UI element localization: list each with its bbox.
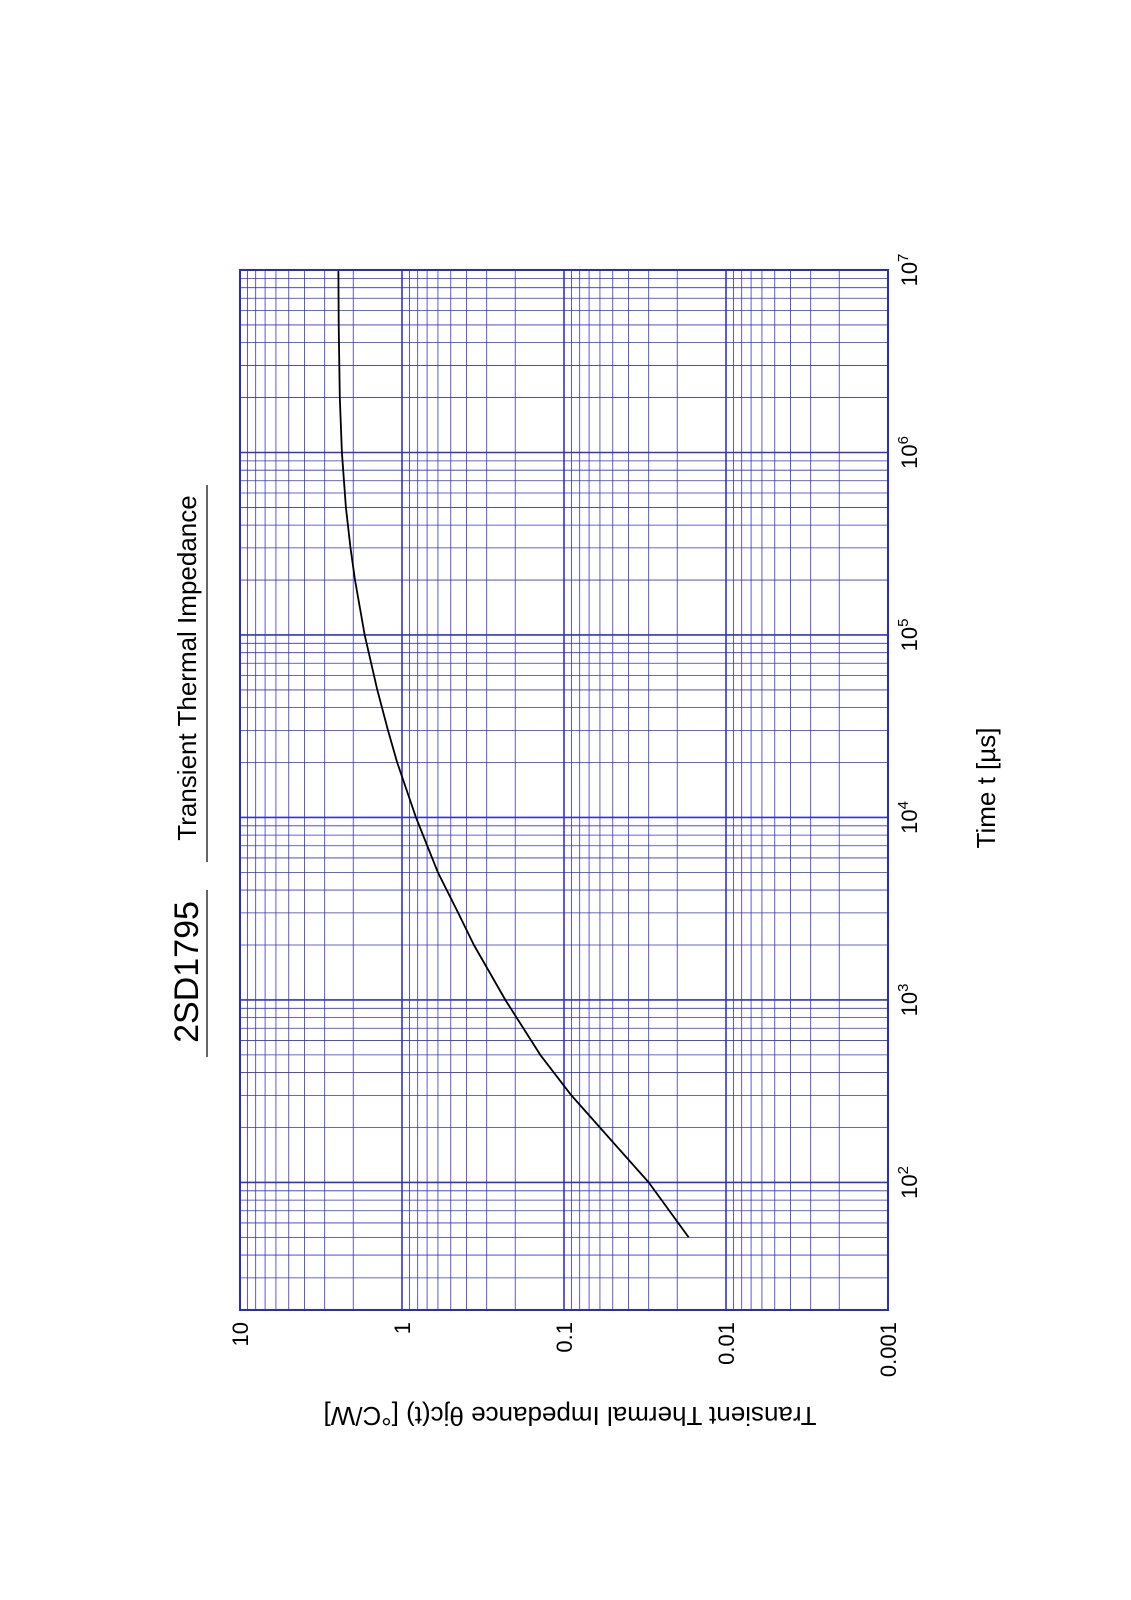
grid bbox=[239, 269, 889, 1311]
x-tick-exponent: 2 bbox=[895, 1166, 912, 1174]
x-tick-exponent: 3 bbox=[895, 984, 912, 992]
y-tick-label: 10 bbox=[228, 1322, 253, 1346]
x-tick-label: 102 bbox=[895, 1166, 922, 1199]
x-tick-label: 106 bbox=[895, 436, 922, 469]
x-tick-base: 10 bbox=[897, 992, 922, 1016]
x-tick-base: 10 bbox=[897, 809, 922, 833]
curve-layer bbox=[337, 269, 690, 1238]
plot-frame bbox=[239, 269, 889, 1311]
y-tick-label: 1 bbox=[390, 1322, 415, 1334]
x-tick-base: 10 bbox=[897, 1174, 922, 1198]
x-tick-base: 10 bbox=[897, 627, 922, 651]
x-axis-label: Time t [µs] bbox=[971, 728, 1001, 849]
x-tick-base: 10 bbox=[897, 444, 922, 468]
y-tick-labels: 10 1 0.1 0.01 0.001 bbox=[228, 1322, 901, 1377]
y-tick-label: 0.001 bbox=[876, 1322, 901, 1377]
thermal-impedance-curve bbox=[337, 269, 690, 1238]
x-tick-label: 104 bbox=[895, 801, 922, 834]
x-tick-exponent: 5 bbox=[895, 619, 912, 627]
x-tick-exponent: 6 bbox=[895, 436, 912, 444]
x-tick-base: 10 bbox=[897, 262, 922, 286]
x-tick-label: 105 bbox=[895, 619, 922, 652]
y-tick-label: 0.1 bbox=[552, 1322, 577, 1353]
x-tick-exponent: 7 bbox=[895, 254, 912, 262]
x-tick-label: 107 bbox=[895, 254, 922, 287]
part-number: 2SD1795 bbox=[168, 901, 206, 1043]
y-tick-label: 0.01 bbox=[714, 1322, 739, 1365]
y-axis-label: Transient Thermal Impedance θjc(t) [°C/W… bbox=[324, 1401, 817, 1431]
chart-title: Transient Thermal Impedance bbox=[172, 495, 202, 840]
x-tick-exponent: 4 bbox=[895, 801, 912, 809]
x-tick-label: 103 bbox=[895, 984, 922, 1017]
